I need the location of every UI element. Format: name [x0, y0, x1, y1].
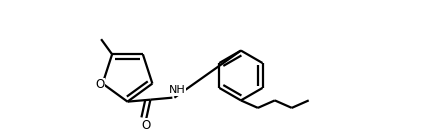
- Text: O: O: [95, 78, 104, 91]
- Text: NH: NH: [168, 85, 185, 95]
- Text: O: O: [141, 119, 151, 132]
